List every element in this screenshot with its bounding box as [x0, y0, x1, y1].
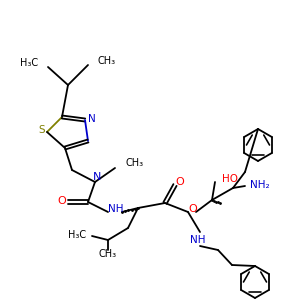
Text: HO: HO	[222, 174, 238, 184]
Text: NH₂: NH₂	[250, 180, 270, 190]
Text: H₃C: H₃C	[20, 58, 38, 68]
Text: NH: NH	[190, 235, 206, 245]
Text: CH₃: CH₃	[99, 249, 117, 259]
Text: NH: NH	[108, 204, 124, 214]
Text: CH₃: CH₃	[98, 56, 116, 66]
Text: H₃C: H₃C	[68, 230, 86, 240]
Text: O: O	[176, 177, 184, 187]
Text: N: N	[88, 114, 96, 124]
Text: O: O	[189, 204, 197, 214]
Text: O: O	[58, 196, 66, 206]
Text: CH₃: CH₃	[125, 158, 143, 168]
Text: N: N	[93, 172, 101, 182]
Text: S: S	[39, 125, 45, 135]
